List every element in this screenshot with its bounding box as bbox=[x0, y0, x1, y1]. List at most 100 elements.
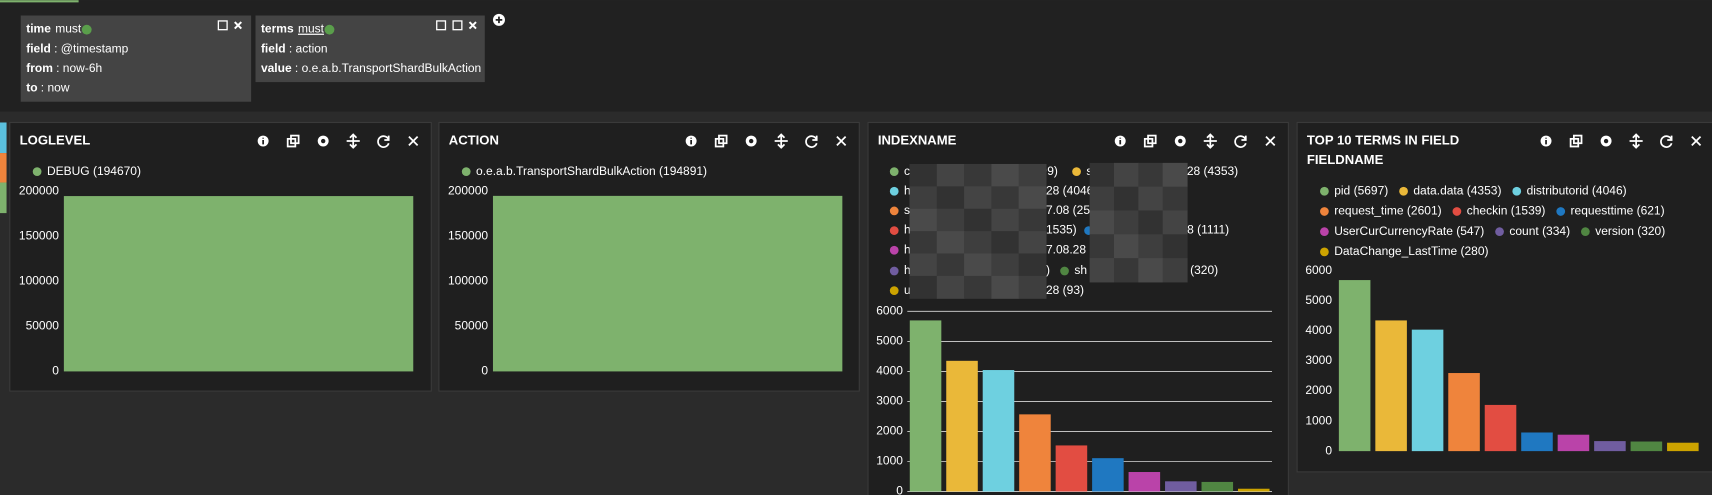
redaction-cell bbox=[909, 208, 938, 232]
bar[interactable] bbox=[1448, 373, 1480, 452]
filter-value: : now-6h bbox=[56, 61, 102, 75]
filter-title: terms must bbox=[261, 22, 325, 36]
filter-pill[interactable]: terms must field: action value: o.e.a.b.Tra… bbox=[255, 15, 485, 83]
panel-close[interactable] bbox=[408, 136, 419, 147]
legend-item[interactable]: pid (5697) bbox=[1320, 183, 1388, 197]
panel-move[interactable] bbox=[1629, 133, 1643, 149]
legend-item[interactable]: h 1535) bbox=[889, 223, 1077, 237]
panel-settings[interactable] bbox=[745, 135, 757, 147]
bar[interactable] bbox=[1667, 442, 1699, 452]
edit-filter[interactable] bbox=[452, 20, 463, 31]
legend-item[interactable]: requesttime (621) bbox=[1556, 204, 1665, 218]
legend-item[interactable]: u 28 (93) bbox=[889, 283, 1084, 297]
panel-title: TOP 10 TERMS IN FIELD bbox=[1307, 132, 1459, 147]
filter-key: to bbox=[26, 81, 37, 95]
y-tick-label: 50000 bbox=[26, 319, 60, 333]
bar[interactable] bbox=[1594, 441, 1626, 452]
legend-label: count (334) bbox=[1509, 224, 1570, 238]
legend-item[interactable]: DataChange_LastTime (280) bbox=[1320, 244, 1489, 258]
bar[interactable] bbox=[1237, 488, 1270, 492]
panel-info[interactable] bbox=[1114, 135, 1126, 147]
legend-item[interactable]: sh (320) bbox=[1060, 263, 1218, 277]
legend-label: 28 (4353) bbox=[1187, 164, 1238, 178]
redaction-cell bbox=[909, 253, 938, 277]
bar[interactable] bbox=[1630, 441, 1663, 452]
panel-copy[interactable] bbox=[286, 134, 300, 148]
panel-refresh[interactable] bbox=[1234, 135, 1247, 148]
icon-box bbox=[452, 20, 463, 31]
bar[interactable] bbox=[982, 370, 1015, 492]
legend-item[interactable]: h 28 (4046) bbox=[889, 183, 1098, 197]
legend-label: c bbox=[904, 164, 910, 178]
bar[interactable] bbox=[1484, 404, 1517, 452]
bar[interactable] bbox=[492, 195, 843, 372]
panel-refresh[interactable] bbox=[377, 135, 390, 148]
legend-item[interactable]: o.e.a.b.TransportShardBulkAction (194891… bbox=[461, 164, 707, 178]
bar[interactable] bbox=[1338, 280, 1371, 452]
add-filter[interactable] bbox=[492, 13, 505, 26]
y-tick-label: 100000 bbox=[19, 274, 59, 288]
legend-item[interactable]: count (334) bbox=[1495, 224, 1570, 238]
panel-info[interactable] bbox=[1540, 135, 1552, 147]
bar[interactable] bbox=[1201, 481, 1234, 492]
legend-item[interactable]: checkin (1539) bbox=[1452, 204, 1546, 218]
filter-title: time must bbox=[26, 22, 82, 36]
legend-item[interactable]: distributorid (4046) bbox=[1512, 183, 1627, 197]
bar[interactable] bbox=[946, 360, 978, 492]
panel-move[interactable] bbox=[1203, 133, 1217, 149]
panel-move[interactable] bbox=[774, 133, 788, 149]
legend-item[interactable]: UserCurCurrencyRate (547) bbox=[1320, 224, 1484, 238]
panel-copy[interactable] bbox=[1143, 134, 1157, 148]
icon bbox=[836, 136, 847, 147]
y-tick-label: 150000 bbox=[19, 228, 59, 242]
edit-filter[interactable] bbox=[217, 20, 228, 31]
panel-info[interactable] bbox=[685, 135, 697, 147]
bar[interactable] bbox=[63, 196, 414, 372]
panel-close[interactable] bbox=[836, 136, 847, 147]
redaction-cell bbox=[909, 163, 938, 187]
bar[interactable] bbox=[1165, 481, 1197, 492]
panel-settings[interactable] bbox=[1174, 135, 1186, 147]
bar[interactable] bbox=[1375, 320, 1407, 452]
panel-close[interactable] bbox=[1265, 136, 1276, 147]
panel-refresh[interactable] bbox=[805, 135, 818, 148]
legend-item[interactable]: h) bbox=[889, 263, 1050, 277]
legend-swatch bbox=[889, 186, 899, 196]
remove-filter[interactable] bbox=[234, 21, 242, 30]
panel-info[interactable] bbox=[257, 135, 269, 147]
legend-label: h bbox=[904, 223, 911, 237]
legend-item[interactable]: version (320) bbox=[1581, 224, 1665, 238]
bar[interactable] bbox=[1128, 472, 1161, 492]
filter-line: field: action bbox=[261, 42, 328, 56]
bar[interactable] bbox=[909, 320, 942, 492]
bar[interactable] bbox=[1557, 434, 1590, 452]
bar[interactable] bbox=[1019, 414, 1051, 492]
legend-swatch bbox=[1320, 186, 1329, 196]
bar[interactable] bbox=[1092, 458, 1124, 492]
remove-filter[interactable] bbox=[468, 21, 477, 30]
bar[interactable] bbox=[1055, 445, 1088, 492]
panel-copy[interactable] bbox=[1569, 134, 1583, 148]
filter-line: value: o.e.a.b.TransportShardBulkAction bbox=[261, 61, 481, 75]
bar[interactable] bbox=[1521, 432, 1553, 452]
legend-item[interactable]: data.data (4353) bbox=[1399, 183, 1501, 197]
panel-settings[interactable] bbox=[317, 135, 329, 147]
panel-move[interactable] bbox=[346, 133, 360, 149]
panel-close[interactable] bbox=[1691, 136, 1702, 147]
panel-copy[interactable] bbox=[714, 134, 728, 148]
legend-swatch bbox=[1452, 207, 1462, 216]
panel-settings[interactable] bbox=[1600, 135, 1612, 147]
icon bbox=[774, 133, 788, 149]
legend-item[interactable]: request_time (2601) bbox=[1320, 204, 1442, 218]
legend-item[interactable]: DEBUG (194670) bbox=[32, 164, 141, 178]
icon bbox=[749, 138, 754, 144]
bar[interactable] bbox=[1411, 329, 1444, 452]
legend-item[interactable]: h 7.08.28 ( bbox=[889, 242, 1094, 256]
edit-filter[interactable] bbox=[436, 20, 447, 31]
legend-item[interactable]: s 28 (4353) bbox=[1072, 164, 1238, 178]
panel-refresh[interactable] bbox=[1660, 135, 1673, 148]
legend-item[interactable]: s 7.08 (25 bbox=[889, 203, 1090, 217]
